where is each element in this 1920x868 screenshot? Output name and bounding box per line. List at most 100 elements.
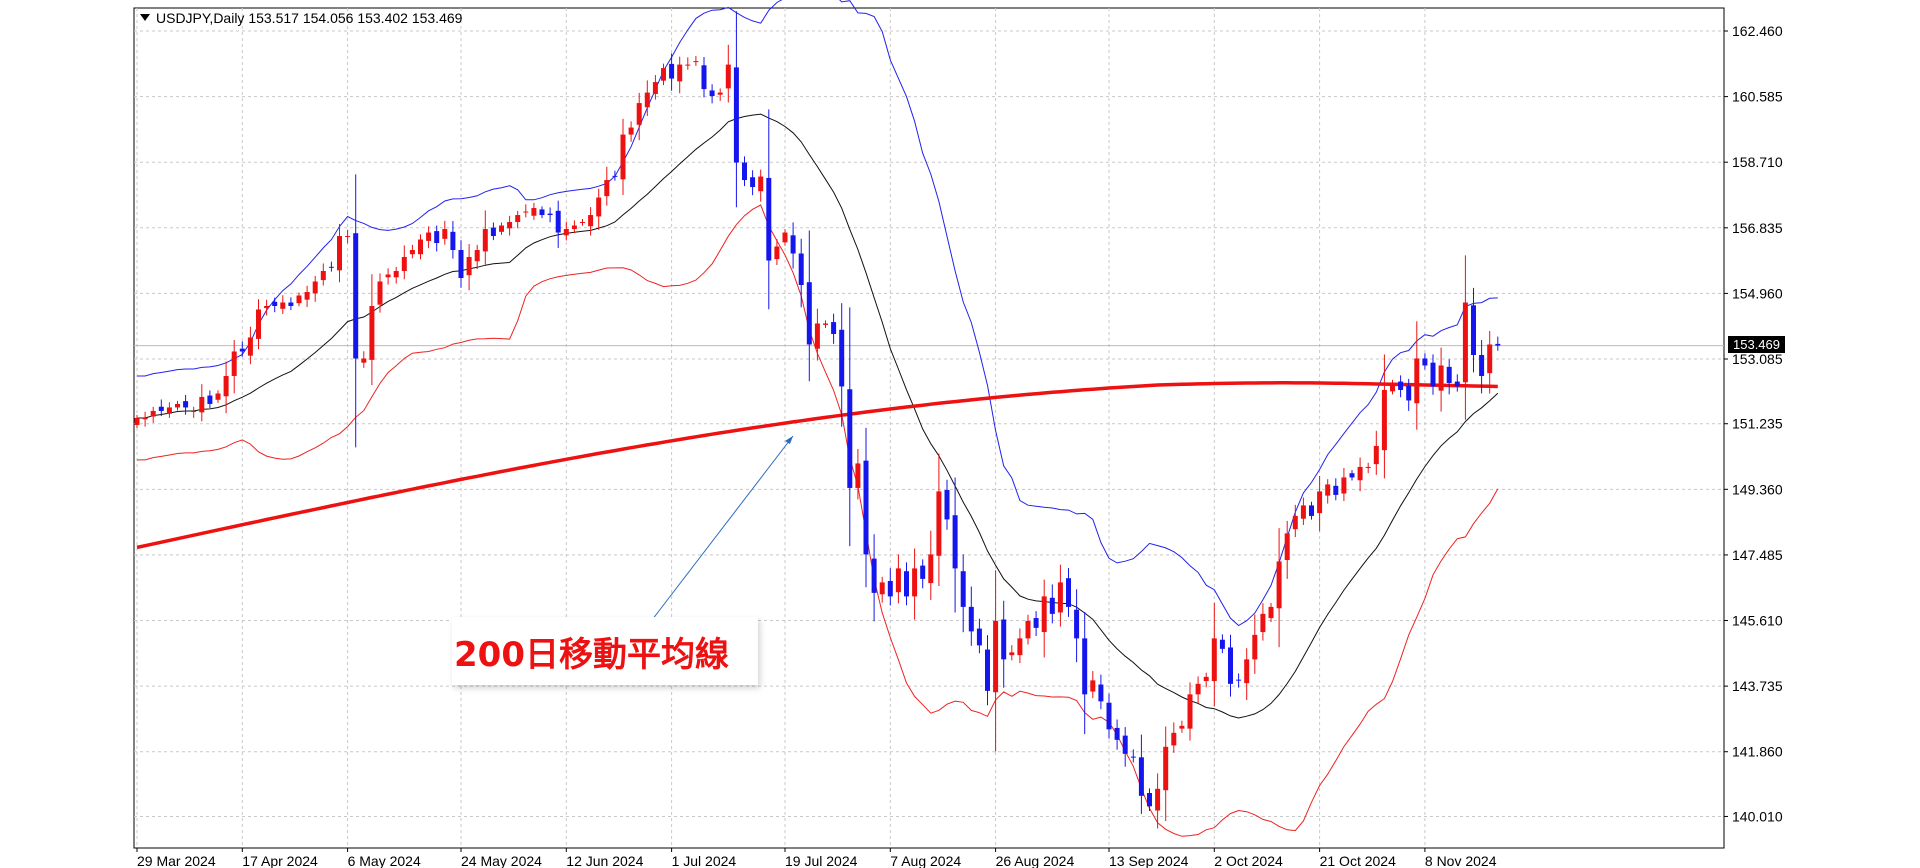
chart-frame (133, 7, 1725, 849)
y-tick-label: 154.960 (1732, 285, 1783, 301)
candle (1390, 379, 1395, 395)
candle (320, 263, 326, 286)
candle (482, 210, 488, 265)
candle-body (1138, 757, 1144, 796)
candle (604, 166, 610, 206)
candle-body (1446, 366, 1452, 383)
candle (596, 188, 602, 230)
candle-body (701, 65, 707, 90)
candle (936, 453, 942, 587)
candle (1260, 603, 1266, 641)
candle-body (863, 460, 869, 555)
candle-body (1179, 725, 1185, 729)
x-tick-label: 7 Aug 2024 (890, 853, 961, 868)
candle (158, 399, 164, 417)
candle-body (1074, 609, 1080, 639)
candle-body (1187, 694, 1193, 729)
candle (823, 320, 828, 328)
candle (247, 326, 253, 365)
candle (239, 341, 245, 357)
candle-body (1203, 676, 1209, 682)
candle (409, 244, 415, 259)
annotation-arrow (651, 435, 794, 621)
candle (1300, 497, 1306, 525)
candle (304, 285, 310, 307)
candle (1422, 353, 1428, 370)
candle (1349, 470, 1355, 481)
candle-body (652, 82, 658, 94)
candle (1219, 634, 1225, 654)
candle (490, 222, 496, 241)
candle-body (264, 305, 270, 309)
candle (628, 121, 634, 142)
candle (669, 53, 675, 91)
candle (418, 234, 423, 260)
candle-body (1309, 505, 1314, 516)
candle (904, 562, 909, 606)
candle (993, 570, 999, 752)
candle-body (158, 406, 164, 411)
candle-body (1414, 358, 1420, 404)
candle-body (831, 322, 837, 334)
candle (401, 245, 407, 280)
candle-body (1098, 684, 1104, 702)
candle-body (571, 225, 577, 230)
candle (1292, 504, 1298, 538)
candle-body (709, 90, 715, 97)
candle (1252, 614, 1258, 674)
candle-body (636, 103, 642, 125)
candle-body (1325, 484, 1331, 496)
candle (1373, 430, 1379, 475)
candle-body (1130, 756, 1136, 758)
candle-body (401, 257, 407, 272)
candlesticks (134, 11, 1501, 829)
candle-body (1349, 473, 1355, 478)
candle-body (183, 401, 189, 408)
candle-body (288, 302, 294, 306)
candle-body (175, 403, 180, 408)
candle-body (166, 407, 172, 414)
candle-body (499, 225, 504, 232)
candle (1309, 501, 1314, 520)
y-tick-label: 145.610 (1732, 613, 1783, 629)
candle (644, 80, 650, 116)
candle (652, 75, 658, 100)
candle-body (1317, 491, 1323, 514)
candle (1057, 564, 1063, 627)
candle-body (256, 309, 261, 339)
candle-body (1236, 679, 1242, 681)
candle-body (976, 628, 982, 646)
candle (515, 210, 521, 229)
candle-body (361, 358, 367, 363)
x-tick-label: 17 Apr 2024 (242, 853, 318, 868)
candle (968, 586, 974, 646)
candle (944, 479, 950, 530)
candle (839, 303, 845, 427)
candle-body (539, 209, 545, 216)
dropdown-triangle-icon[interactable] (140, 14, 150, 21)
candle-body (588, 215, 594, 227)
candle (1074, 589, 1080, 663)
candle (1479, 340, 1485, 394)
candle (539, 206, 545, 219)
candle (345, 229, 351, 244)
candle (1211, 602, 1217, 707)
candle-body (418, 239, 423, 255)
candle-body (1219, 639, 1225, 649)
x-tick-label: 2 Oct 2024 (1214, 853, 1283, 868)
bb-middle-line (137, 113, 1499, 719)
candle-body (1195, 683, 1201, 695)
candle-body (1471, 305, 1476, 355)
candle (661, 63, 666, 86)
candle (782, 229, 788, 246)
symbol-info: USDJPY,Daily 153.517 154.056 153.402 153… (156, 10, 463, 26)
ma200-line (136, 381, 1498, 550)
candle-body (1341, 477, 1347, 494)
candle (142, 411, 148, 427)
candle-body (1438, 365, 1444, 391)
candle-body (1041, 596, 1047, 633)
candle-body (596, 197, 602, 217)
candle-body (320, 271, 326, 281)
candle (701, 56, 707, 98)
candle (434, 225, 440, 252)
